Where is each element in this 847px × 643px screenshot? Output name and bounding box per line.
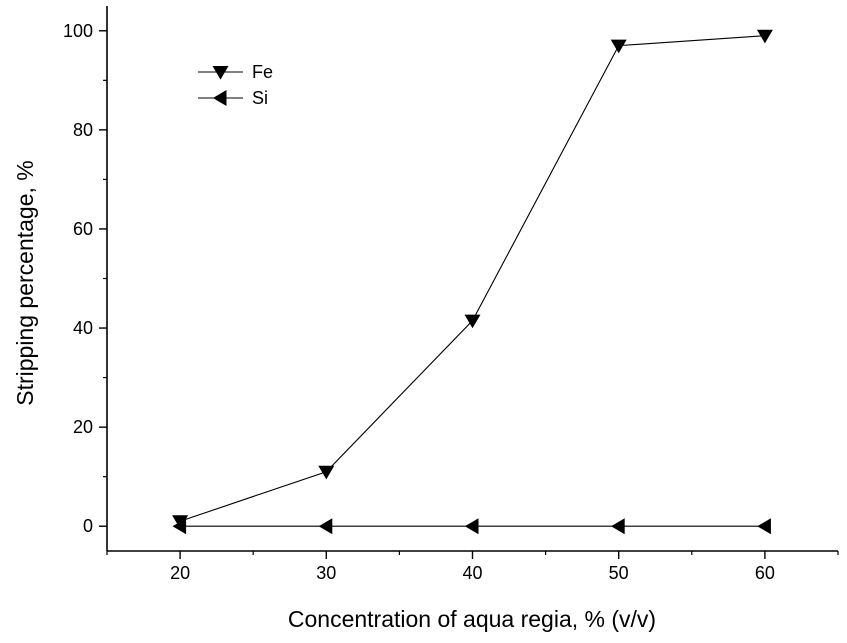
legend-marker-fe xyxy=(212,66,229,80)
y-tick-label: 20 xyxy=(73,417,93,437)
x-axis: 20 30 40 50 60 xyxy=(106,551,839,583)
legend-marker-si xyxy=(212,90,227,106)
data-point-si xyxy=(611,518,625,535)
series-line-fe xyxy=(179,35,765,522)
data-point-fe xyxy=(464,314,481,329)
legend-label-si: Si xyxy=(252,88,268,108)
y-axis: 0 20 40 60 80 100 xyxy=(63,21,107,536)
data-point-si xyxy=(172,518,187,535)
legend: Fe Si xyxy=(198,62,273,108)
y-tick-label: 40 xyxy=(73,318,93,338)
y-axis-title: Stripping percentage, % xyxy=(12,160,38,406)
x-tick-label: 30 xyxy=(316,563,336,583)
y-tick-label: 100 xyxy=(63,21,93,41)
data-point-si xyxy=(757,518,771,535)
data-point-si xyxy=(464,518,479,535)
x-tick-label: 60 xyxy=(755,563,775,583)
data-point-fe xyxy=(610,39,627,54)
data-point-fe xyxy=(756,29,773,44)
y-tick-label: 0 xyxy=(83,516,93,536)
data-point-fe xyxy=(318,465,335,480)
x-tick-label: 40 xyxy=(462,563,482,583)
series-layer xyxy=(172,29,773,535)
plot-frame xyxy=(106,6,838,552)
y-tick-label: 60 xyxy=(73,219,93,239)
x-tick-label: 20 xyxy=(170,563,190,583)
data-point-si xyxy=(318,518,333,535)
x-axis-title: Concentration of aqua regia, % (v/v) xyxy=(288,606,656,632)
x-tick-label: 50 xyxy=(609,563,629,583)
legend-label-fe: Fe xyxy=(252,62,273,82)
y-tick-label: 80 xyxy=(73,120,93,140)
